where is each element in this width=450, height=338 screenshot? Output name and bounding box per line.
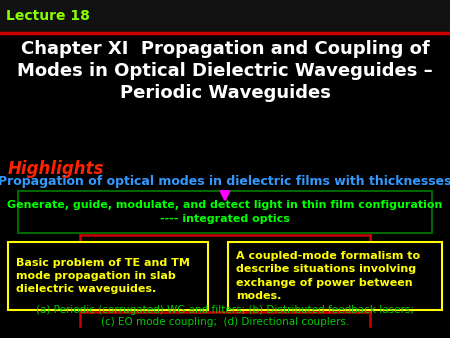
Bar — [0, 0, 450, 32]
Text: (a) Periodic (corrugated) WG and filters; (b) Distributed feedback lasers;
(c) E: (a) Periodic (corrugated) WG and filters… — [36, 305, 414, 327]
Text: Highlights: Highlights — [8, 160, 104, 178]
Bar — [18, 191, 432, 233]
Text: Chapter XI  Propagation and Coupling of
Modes in Optical Dielectric Waveguides –: Chapter XI Propagation and Coupling of M… — [17, 40, 433, 102]
Bar — [228, 242, 442, 310]
Text: Propagation of optical modes in dielectric films with thicknesses
comparable to : Propagation of optical modes in dielectr… — [0, 175, 450, 203]
Text: Basic problem of TE and TM
mode propagation in slab
dielectric waveguides.: Basic problem of TE and TM mode propagat… — [16, 258, 190, 294]
Bar — [8, 242, 208, 310]
Text: A coupled-mode formalism to
describe situations involving
exchange of power betw: A coupled-mode formalism to describe sit… — [236, 251, 420, 301]
Text: Lecture 18: Lecture 18 — [6, 9, 90, 23]
Text: Generate, guide, modulate, and detect light in thin film configuration
---- inte: Generate, guide, modulate, and detect li… — [7, 200, 443, 224]
